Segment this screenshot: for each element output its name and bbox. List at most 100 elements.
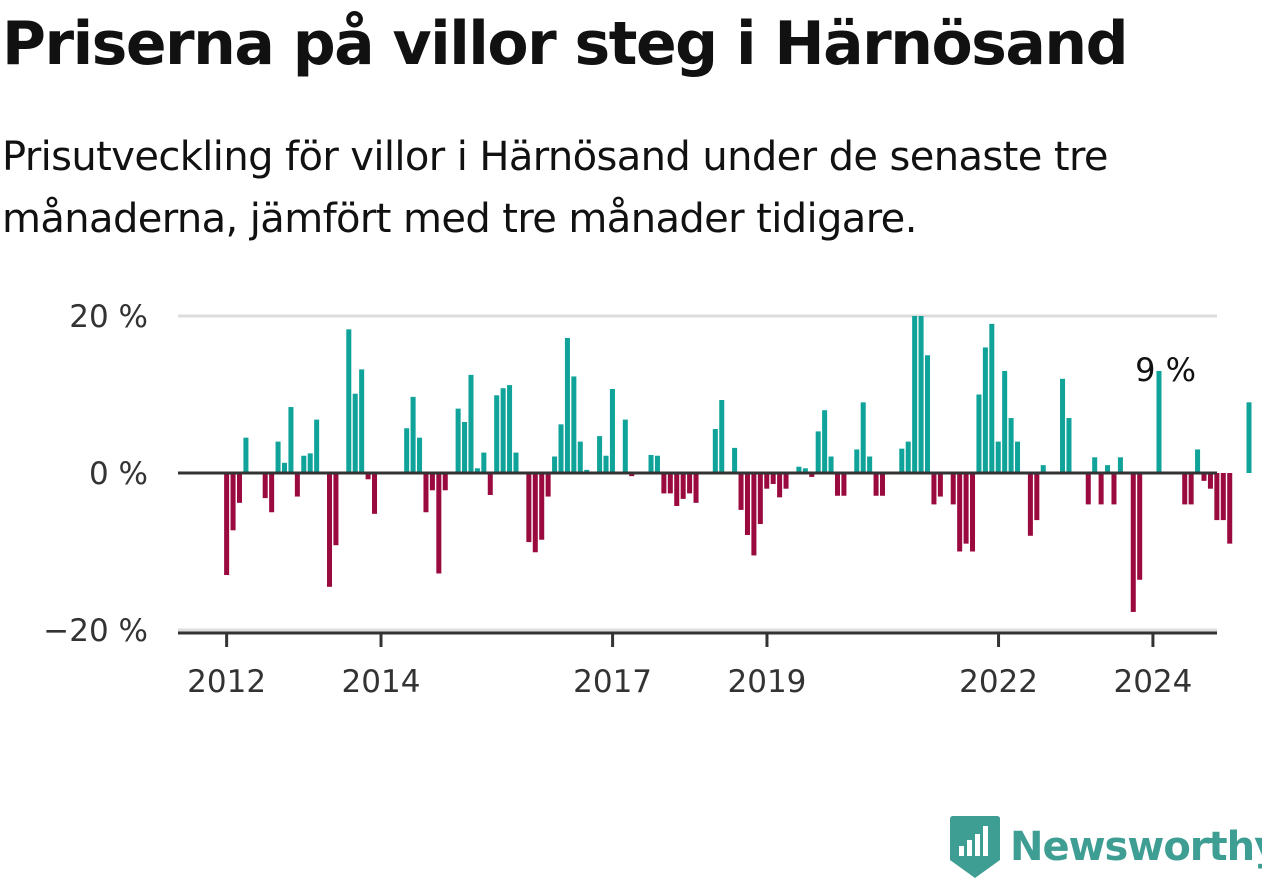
bar: [1015, 441, 1021, 473]
bar: [860, 402, 866, 473]
bar: [333, 473, 339, 546]
bar: [487, 473, 493, 495]
bar: [314, 419, 320, 473]
bar: [764, 473, 770, 489]
bar: [957, 473, 963, 552]
bar: [603, 455, 609, 473]
bar: [867, 456, 873, 473]
bar: [963, 473, 969, 544]
bar: [667, 473, 673, 494]
bar: [783, 473, 789, 489]
bar: [577, 441, 583, 473]
bar: [359, 369, 365, 473]
bar: [1220, 473, 1226, 521]
bar: [269, 473, 275, 513]
y-tick-label: 20 %: [69, 299, 148, 335]
bar: [558, 424, 564, 473]
newsworthy-logo-icon: [950, 816, 1000, 878]
x-tick-label: 2017: [573, 664, 652, 700]
bar: [950, 473, 956, 505]
bar: [507, 385, 513, 473]
bar: [481, 452, 487, 473]
bar: [777, 473, 783, 498]
bar: [757, 473, 763, 525]
bar: [474, 468, 480, 473]
bar: [815, 431, 821, 473]
bar: [1092, 457, 1098, 473]
bar: [719, 400, 725, 473]
bar: [1098, 473, 1104, 505]
y-tick-label: 0 %: [89, 456, 148, 492]
bar: [539, 473, 545, 540]
bar: [822, 410, 828, 473]
bar: [1105, 465, 1111, 473]
newsworthy-logo: Newsworthy: [950, 816, 1262, 878]
bar: [1130, 473, 1136, 612]
bar: [1002, 370, 1008, 473]
bar: [873, 473, 879, 496]
bar: [1188, 473, 1194, 505]
bar: [879, 473, 886, 496]
bar: [609, 389, 615, 473]
bar: [526, 473, 532, 543]
bar: [995, 441, 1001, 473]
bar: [828, 456, 834, 473]
newsworthy-wordmark: Newsworthy: [1010, 824, 1262, 870]
bar: [275, 441, 281, 473]
bar: [1246, 402, 1252, 473]
bar: [1034, 473, 1040, 521]
x-tick-label: 2014: [342, 664, 421, 700]
y-tick-label: −20 %: [43, 613, 148, 649]
bar: [687, 473, 693, 494]
bar: [262, 473, 268, 499]
bar: [584, 469, 590, 473]
bar: [732, 447, 738, 473]
bar: [455, 408, 461, 473]
bar: [912, 316, 918, 473]
chart-title: Priserna på villor steg i Härnösand: [2, 9, 1129, 79]
bar: [1182, 473, 1188, 505]
axes: 20 % 0 % −20 % 2012 2014 2017 2019 2022 2024: [43, 299, 1217, 700]
bar: [1137, 473, 1143, 580]
bar: [410, 396, 416, 473]
x-tick-label: 2012: [187, 664, 266, 700]
bar: [674, 473, 680, 506]
bar: [648, 454, 654, 473]
bar: [327, 473, 333, 587]
bar: [751, 473, 757, 556]
x-tick-label: 2022: [959, 664, 1038, 700]
bar: [442, 473, 448, 491]
bar: [462, 421, 468, 473]
bar: [372, 473, 378, 514]
bar: [654, 455, 660, 473]
bar: [989, 323, 995, 473]
bar: [1201, 473, 1207, 481]
bar: [796, 466, 802, 473]
bar: [494, 395, 500, 473]
bar: [680, 473, 686, 499]
bar: [1040, 465, 1046, 473]
bar: [899, 448, 905, 474]
bar: [468, 374, 474, 474]
bar: [1060, 378, 1066, 473]
bar: [937, 473, 943, 497]
bar: [352, 393, 358, 473]
bar: [1027, 473, 1033, 536]
bar: [802, 468, 808, 473]
bar: [281, 462, 288, 474]
bar: [841, 473, 847, 496]
bar: [834, 473, 840, 496]
bar: [1117, 457, 1123, 473]
bar: [629, 473, 635, 477]
bar: [429, 473, 435, 491]
bar: [1066, 418, 1072, 473]
x-tick-label: 2019: [728, 664, 807, 700]
bar: [230, 473, 236, 531]
bar: [738, 473, 744, 510]
bar: [571, 376, 577, 473]
gridlines: [178, 314, 1217, 632]
bar: [976, 394, 982, 473]
bar: [712, 429, 718, 473]
bar: [417, 437, 423, 473]
